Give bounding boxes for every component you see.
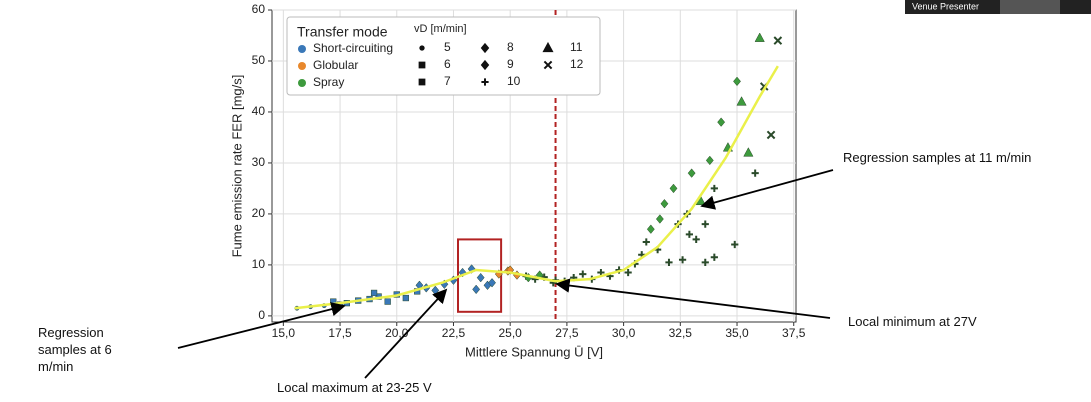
point: [685, 230, 693, 238]
point: [467, 264, 476, 274]
point: [754, 32, 765, 42]
annotation: Local maximum at 23-25 V: [277, 380, 432, 395]
x-tick-label: 17,5: [328, 326, 352, 340]
legend-label: 9: [507, 57, 514, 71]
annotation: Regression samples at 6 m/min: [38, 325, 112, 374]
point: [624, 268, 632, 277]
annotation-arrow: [555, 278, 831, 319]
presenter-video: [1000, 0, 1060, 14]
legend-label: Globular: [313, 58, 358, 72]
legend-marker: [419, 45, 425, 51]
point: [751, 169, 759, 177]
legend-label: 7: [444, 74, 451, 88]
point: [655, 214, 664, 224]
point: [773, 36, 783, 45]
point: [642, 238, 650, 246]
point: [692, 235, 700, 244]
y-tick-label: 30: [252, 155, 266, 169]
annotation-arrow: [700, 169, 834, 210]
point: [488, 278, 496, 288]
x-tick-label: 27,5: [555, 326, 579, 340]
legend-label: 8: [507, 40, 514, 54]
legend-title: Transfer mode: [297, 24, 388, 40]
legend-marker: [543, 60, 553, 70]
point: [646, 224, 655, 234]
legend-label: 11: [570, 40, 583, 54]
point: [579, 270, 587, 278]
point: [669, 183, 678, 194]
point: [678, 256, 687, 264]
x-tick-label: 30,0: [612, 326, 636, 340]
legend-label: Short-circuiting: [313, 41, 393, 55]
legend-marker: [481, 78, 489, 86]
point: [476, 272, 485, 283]
y-axis-label: Fume emission rate FER [mg/s]: [229, 75, 244, 258]
point: [705, 155, 714, 166]
presenter-label: Venue Presenter: [912, 1, 979, 11]
legend-label: 6: [444, 57, 451, 71]
regression-line: [294, 65, 779, 310]
point: [717, 117, 726, 127]
legend-title: vD [m/min]: [414, 23, 467, 35]
y-tick-label: 20: [252, 206, 266, 220]
legend-marker: [480, 42, 490, 54]
x-tick-label: 32,5: [669, 326, 693, 340]
legend-label: 5: [444, 40, 451, 54]
legend-label: Spray: [313, 75, 344, 89]
point: [733, 76, 741, 87]
point: [743, 147, 754, 157]
legend-swatch: [298, 45, 306, 53]
point: [710, 184, 718, 193]
point: [701, 258, 709, 266]
legend: Transfer mode vD [m/min] Short-circuiting G…: [286, 16, 601, 96]
legend-marker: [418, 78, 426, 86]
legend-label: 12: [570, 57, 584, 71]
x-tick-label: 25,0: [499, 326, 523, 340]
point: [731, 240, 739, 249]
point: [687, 168, 696, 178]
annotation: Regression samples at 11 m/min: [843, 150, 1032, 165]
y-tick-label: 0: [258, 308, 265, 322]
x-tick-label: 37,5: [782, 326, 806, 340]
point: [766, 130, 776, 140]
legend-swatch: [298, 79, 306, 87]
x-tick-label: 22,5: [442, 326, 466, 340]
y-tick-label: 40: [252, 104, 266, 118]
legend-label: 10: [507, 74, 521, 88]
legend-swatch: [298, 62, 306, 70]
legend-marker: [542, 41, 554, 53]
y-tick-label: 60: [252, 2, 266, 16]
point: [370, 289, 378, 297]
point: [736, 96, 747, 106]
annotation-arrow: [364, 288, 448, 379]
annotation: Local minimum at 27V: [848, 314, 977, 329]
annotation-arrow: [177, 302, 346, 349]
x-tick-label: 15,0: [272, 326, 296, 340]
point: [402, 294, 409, 302]
y-tick-label: 10: [252, 257, 266, 271]
point: [660, 199, 669, 209]
y-tick-label: 50: [252, 53, 266, 67]
legend-marker: [418, 61, 426, 69]
x-tick-label: 35,0: [725, 326, 749, 340]
point: [472, 284, 481, 295]
legend-box: [286, 16, 601, 96]
legend-marker: [480, 59, 490, 71]
point: [384, 298, 391, 305]
point: [710, 253, 718, 261]
point: [665, 258, 673, 266]
x-axis-label: Mittlere Spannung Ū [V]: [465, 344, 603, 359]
point: [701, 220, 709, 228]
